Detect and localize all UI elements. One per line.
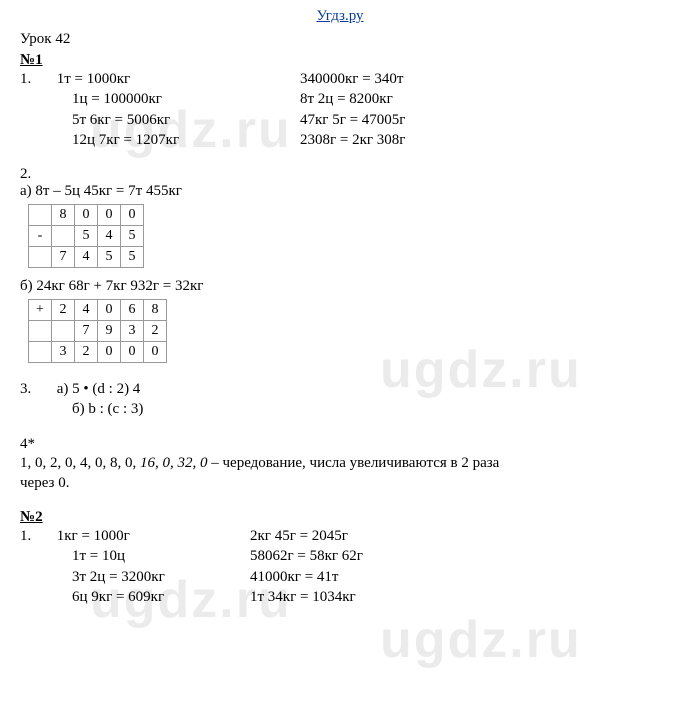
cell: 8	[144, 300, 167, 321]
problem-number: 1.	[20, 528, 31, 544]
calc-table-a: 8 0 0 0 - 5 4 5 7 4 5 5	[28, 204, 144, 268]
cell: 5	[121, 226, 144, 247]
cell	[29, 247, 52, 268]
cell: -	[29, 226, 52, 247]
eq: 12ц 7кг = 1207кг	[20, 130, 300, 150]
cell: 4	[98, 226, 121, 247]
eq: 1т 34кг = 1034кг	[250, 587, 660, 607]
problem-3: 3. а) 5 • (d : 2) 4	[20, 379, 660, 399]
cell: 4	[75, 247, 98, 268]
expr: а) 5 • (d : 2) 4	[57, 381, 141, 397]
seq-suffix: – чередование, числа увеличиваются в 2 р…	[208, 455, 500, 471]
eq: 6ц 9кг = 609кг	[20, 587, 250, 607]
eq: 47кг 5г = 47005г	[300, 110, 660, 130]
section-n2: №2	[20, 509, 660, 526]
cell: 2	[52, 300, 75, 321]
watermark: ugdz.ru	[380, 610, 582, 670]
eq: 8т 2ц = 8200кг	[300, 89, 660, 109]
cell: 5	[121, 247, 144, 268]
eq: 41000кг = 41т	[250, 567, 660, 587]
eq: 2308г = 2кг 308г	[300, 130, 660, 150]
seq-prefix: 1, 0, 2, 0, 4, 0, 8, 0,	[20, 455, 140, 471]
cell	[52, 226, 75, 247]
lesson-title: Урок 42	[20, 31, 660, 48]
cell: 0	[98, 342, 121, 363]
page-content: Угдз.ру Урок 42 №1 1. 1т = 1000кг 1ц = 1…	[0, 0, 680, 617]
problem-number: 3.	[20, 381, 31, 397]
eq: 1кг = 1000г	[57, 528, 130, 544]
eq: 1т = 10ц	[20, 546, 250, 566]
problem-1: 1. 1т = 1000кг 1ц = 100000кг 5т 6кг = 50…	[20, 69, 660, 150]
eq: 3т 2ц = 3200кг	[20, 567, 250, 587]
site-header-link[interactable]: Угдз.ру	[20, 8, 660, 25]
cell: 8	[52, 205, 75, 226]
problem-n2-1: 1. 1кг = 1000г 1т = 10ц 3т 2ц = 3200кг 6…	[20, 526, 660, 607]
cell: 6	[121, 300, 144, 321]
problem-number: 1.	[20, 71, 31, 87]
cell: 0	[75, 205, 98, 226]
problem-2b-label: б) 24кг 68г + 7кг 932г = 32кг	[20, 278, 660, 295]
eq: 2кг 45г = 2045г	[250, 526, 660, 546]
cell: +	[29, 300, 52, 321]
seq-italic: 16, 0, 32, 0	[140, 455, 208, 471]
cell	[52, 321, 75, 342]
cell: 5	[98, 247, 121, 268]
eq: 1т = 1000кг	[57, 71, 130, 87]
cell: 7	[75, 321, 98, 342]
problem-number: 4*	[20, 436, 660, 453]
cell: 0	[121, 205, 144, 226]
eq: 340000кг = 340т	[300, 69, 660, 89]
cell: 5	[75, 226, 98, 247]
expr: б) b : (c : 3)	[20, 399, 660, 419]
cell: 0	[144, 342, 167, 363]
section-n1: №1	[20, 52, 660, 69]
cell	[29, 321, 52, 342]
cell	[29, 342, 52, 363]
cell: 2	[144, 321, 167, 342]
problem-2a-label: а) 8т – 5ц 45кг = 7т 455кг	[20, 183, 660, 200]
eq: 58062г = 58кг 62г	[250, 546, 660, 566]
calc-table-b: + 2 4 0 6 8 7 9 3 2 3 2 0 0 0	[28, 299, 167, 363]
cell: 0	[121, 342, 144, 363]
cell: 0	[98, 300, 121, 321]
sequence-line2: через 0.	[20, 473, 660, 493]
cell	[29, 205, 52, 226]
problem-number: 2.	[20, 166, 660, 183]
sequence-line: 1, 0, 2, 0, 4, 0, 8, 0, 16, 0, 32, 0 – ч…	[20, 453, 660, 473]
eq: 1ц = 100000кг	[20, 89, 300, 109]
cell: 4	[75, 300, 98, 321]
cell: 3	[52, 342, 75, 363]
eq: 5т 6кг = 5006кг	[20, 110, 300, 130]
cell: 7	[52, 247, 75, 268]
cell: 9	[98, 321, 121, 342]
cell: 2	[75, 342, 98, 363]
cell: 0	[98, 205, 121, 226]
cell: 3	[121, 321, 144, 342]
